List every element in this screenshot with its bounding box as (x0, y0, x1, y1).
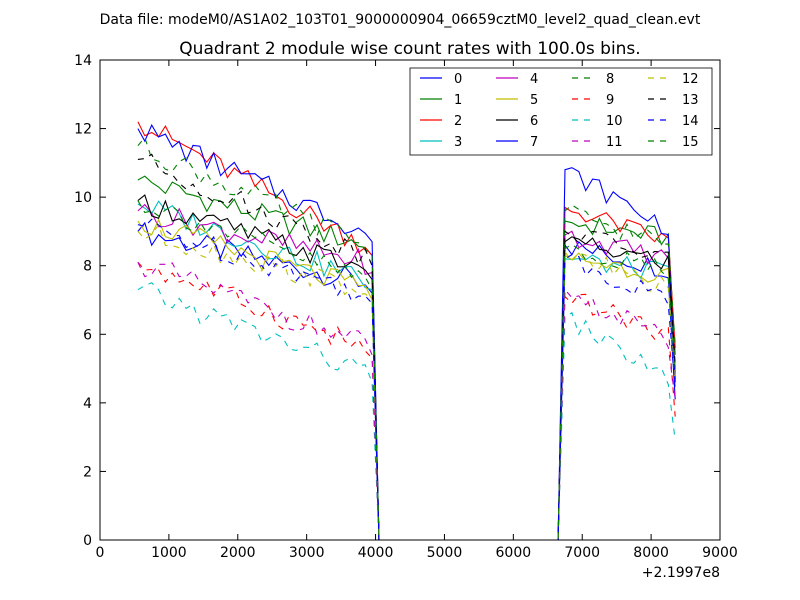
x-tick-label: 0 (96, 545, 105, 561)
y-tick-label: 2 (83, 464, 92, 480)
legend-label-5: 5 (530, 93, 538, 108)
series-line-11 (137, 262, 676, 541)
suptitle: Data file: modeM0/AS1A02_103T01_90000009… (100, 12, 701, 28)
series-line-15 (137, 200, 676, 541)
series-line-10 (137, 282, 676, 541)
legend-label-8: 8 (606, 72, 614, 87)
x-tick-label: 5000 (427, 545, 463, 561)
legend-label-3: 3 (454, 135, 462, 150)
x-axis: 0 1000 2000 3000 4000 5000 6000 7000 8000 9000 (96, 60, 738, 561)
legend-label-1: 1 (454, 93, 462, 108)
legend-label-9: 9 (606, 93, 614, 108)
y-tick-label: 10 (74, 190, 92, 206)
series-line-5 (137, 218, 676, 541)
y-tick-label: 4 (83, 396, 92, 412)
legend-label-0: 0 (454, 72, 462, 87)
x-tick-label: 6000 (496, 545, 532, 561)
y-tick-label: 14 (74, 53, 92, 69)
series-line-2 (137, 121, 676, 541)
x-tick-label: 1000 (151, 545, 187, 561)
legend-label-15: 15 (682, 135, 699, 150)
series-line-13 (137, 153, 676, 541)
legend-label-12: 12 (682, 72, 699, 87)
series-line-1 (137, 175, 676, 541)
x-offset-label: +2.1997e8 (642, 565, 720, 581)
series-line-7 (137, 123, 676, 541)
axes-frame (99, 59, 721, 541)
y-tick-label: 0 (83, 533, 92, 549)
y-tick-label: 8 (83, 259, 92, 275)
legend-label-10: 10 (606, 114, 623, 129)
legend-label-2: 2 (454, 114, 462, 129)
legend-label-14: 14 (682, 114, 699, 129)
series-line-12 (137, 223, 676, 541)
x-tick-label: 7000 (564, 545, 600, 561)
legend-label-11: 11 (606, 135, 623, 150)
legend-label-6: 6 (530, 114, 538, 129)
x-tick-label: 9000 (702, 545, 738, 561)
x-tick-label: 2000 (220, 545, 256, 561)
y-tick-label: 12 (74, 122, 92, 138)
x-tick-label: 4000 (358, 545, 394, 561)
x-tick-label: 8000 (633, 545, 669, 561)
legend-label-4: 4 (530, 72, 538, 87)
legend-label-7: 7 (530, 135, 538, 150)
legend-label-13: 13 (682, 93, 699, 108)
series-line-6 (137, 194, 676, 541)
x-tick-label: 3000 (289, 545, 325, 561)
y-tick-label: 6 (83, 327, 92, 343)
plot-lines (137, 121, 676, 541)
chart-title: Quadrant 2 module wise count rates with … (179, 39, 640, 59)
series-line-9 (137, 261, 676, 541)
